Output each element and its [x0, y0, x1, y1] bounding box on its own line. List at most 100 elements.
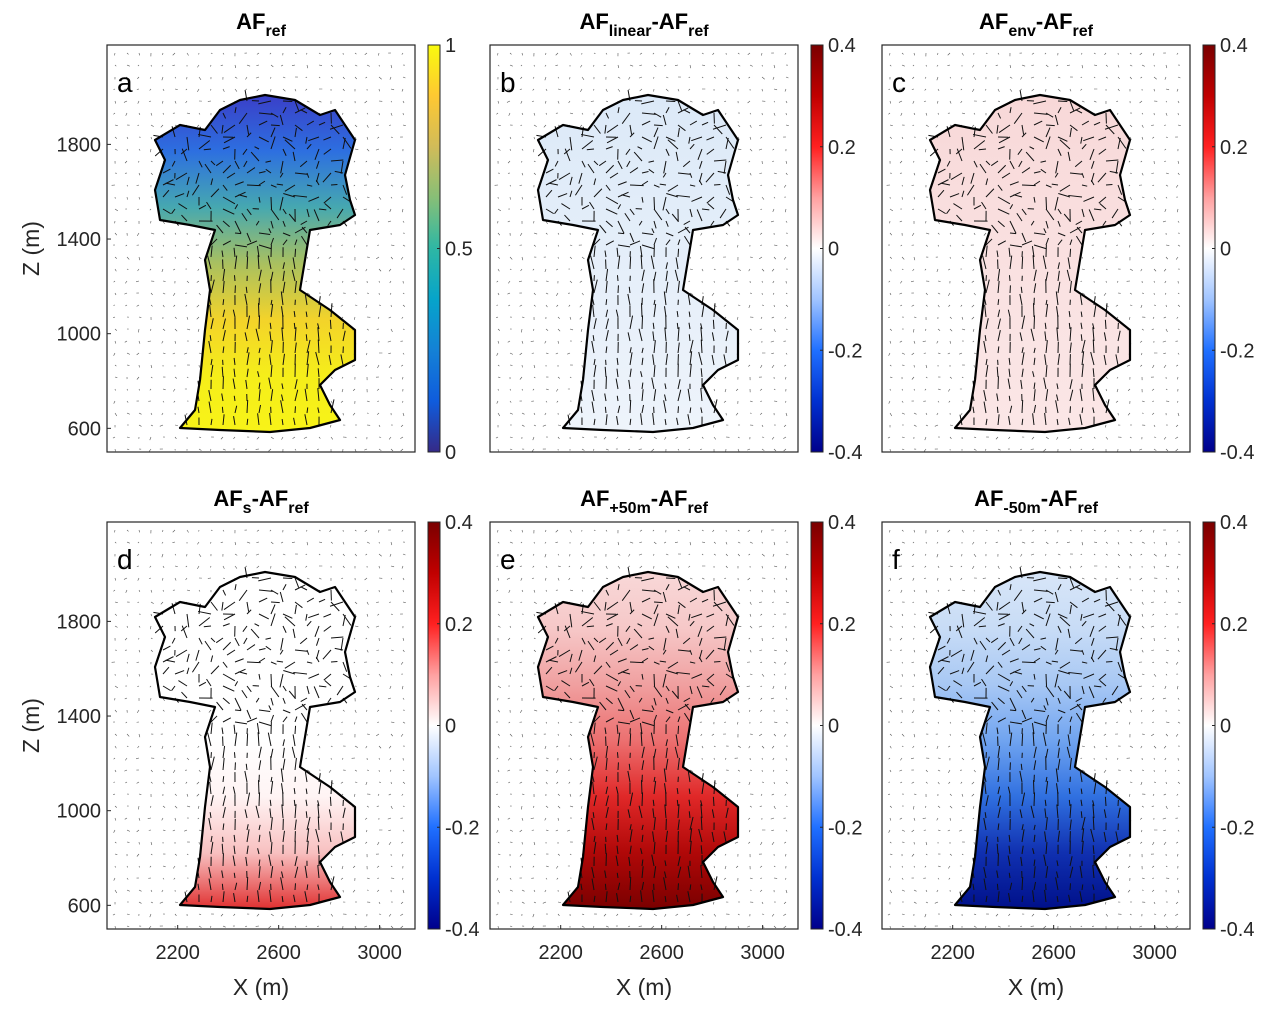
quiver-arrow	[617, 752, 618, 758]
colorbar-tick-label: -0.2	[828, 817, 862, 839]
quiver-arrow	[222, 884, 223, 890]
colorbar-tick-label: -0.4	[828, 919, 862, 941]
title-text: AF	[579, 9, 608, 34]
quiver-arrow	[630, 662, 644, 663]
colorbar-tick-label: -0.4	[828, 442, 862, 464]
quiver-arrow	[1058, 101, 1067, 102]
panel-title: AFs-AFref	[213, 486, 309, 517]
quiver-arrow	[1022, 185, 1036, 186]
quiver-arrow	[1022, 877, 1023, 890]
quiver-arrow	[677, 800, 678, 806]
quiver-arrow	[618, 233, 624, 234]
title-subscript: s	[243, 500, 252, 517]
x-tick-label: 2600	[639, 942, 684, 964]
quiver-arrow	[998, 299, 999, 305]
colorbar-tick-label: 0.2	[828, 137, 856, 159]
quiver-arrow	[642, 315, 643, 329]
y-tick-label: 1000	[57, 324, 102, 346]
quiver-arrow	[294, 800, 295, 806]
quiver-arrow	[1034, 315, 1035, 329]
colorbar-tick-label: 0.2	[445, 614, 473, 636]
title-text: -AF	[252, 486, 289, 511]
panel-title: AFref	[236, 9, 286, 40]
quiver-arrow	[713, 797, 714, 806]
colorbar-tick-label: -0.2	[445, 817, 479, 839]
y-tick-label: 1800	[57, 611, 102, 633]
quiver-arrow	[630, 400, 631, 413]
quiver-arrow	[642, 792, 643, 806]
quiver-arrow	[654, 197, 655, 209]
quiver-arrow	[247, 257, 248, 269]
quiver-arrow	[1058, 578, 1067, 579]
quiver-arrow	[997, 884, 998, 890]
colorbar-tick-label: 0	[445, 716, 456, 738]
quiver-arrow	[1105, 320, 1106, 329]
title-subscript: ref	[688, 23, 709, 40]
colorbar-tick-label: -0.4	[445, 919, 479, 941]
panel-title: AFlinear-AFref	[579, 9, 709, 40]
quiver-arrow	[1033, 303, 1034, 317]
x-tick-label: 2600	[256, 942, 301, 964]
y-tick-label: 1400	[57, 706, 102, 728]
title-text: -AF	[1036, 9, 1073, 34]
quiver-arrow	[654, 602, 663, 603]
colorbar-tick-label: 0.2	[828, 614, 856, 636]
quiver-arrow	[630, 734, 631, 746]
y-tick-label: 1800	[57, 134, 102, 156]
quiver-arrow	[654, 674, 655, 686]
quiver-arrow	[247, 877, 248, 890]
colorbar-tick-label: 0.4	[1220, 35, 1248, 57]
quiver-arrow	[1022, 662, 1036, 663]
y-axis-label: Z (m)	[18, 221, 44, 276]
quiver-arrow	[271, 125, 280, 126]
quiver-arrow	[259, 315, 260, 329]
quiver-arrow	[1069, 800, 1070, 806]
x-axis-label: X (m)	[616, 974, 672, 1000]
quiver-arrow	[1010, 233, 1016, 234]
quiver-arrow	[271, 602, 280, 603]
quiver-arrow	[235, 233, 241, 234]
quiver-arrow	[1046, 602, 1055, 603]
quiver-arrow	[258, 780, 259, 794]
quiver-arrow	[247, 185, 261, 186]
quiver-arrow	[259, 792, 260, 806]
x-tick-label: 2200	[538, 942, 583, 964]
colorbar-tick-label: 1	[445, 35, 456, 57]
title-subscript: env	[1008, 23, 1036, 40]
quiver-arrow	[1033, 780, 1034, 794]
quiver-arrow	[234, 752, 235, 758]
y-tick-label: 600	[68, 418, 101, 440]
colorbar-tick-label: 0.4	[828, 35, 856, 57]
title-text: AF	[580, 486, 609, 511]
quiver-arrow	[1070, 726, 1071, 734]
quiver-arrow	[247, 734, 248, 746]
quiver-arrow	[1046, 125, 1055, 126]
quiver-arrow	[666, 578, 675, 579]
quiver-arrow	[1069, 323, 1070, 329]
quiver-arrow	[271, 674, 272, 686]
quiver-arrow	[295, 249, 296, 257]
quiver-arrow	[605, 884, 606, 890]
x-tick-label: 3000	[357, 942, 402, 964]
quiver-arrow	[235, 710, 241, 711]
y-axis-label: Z (m)	[18, 698, 44, 753]
quiver-arrow	[677, 323, 678, 329]
quiver-arrow	[630, 257, 631, 269]
colorbar-tick-label: -0.4	[1220, 442, 1254, 464]
quiver-arrow	[258, 303, 259, 317]
panel-letter: c	[892, 67, 906, 98]
title-subscript: ref	[265, 23, 286, 40]
title-text: -AF	[651, 486, 688, 511]
quiver-arrow	[654, 125, 663, 126]
title-text: AF	[979, 9, 1008, 34]
quiver-arrow	[641, 303, 642, 317]
quiver-arrow	[1034, 792, 1035, 806]
quiver-arrow	[678, 249, 679, 257]
quiver-arrow	[271, 197, 272, 209]
colorbar-tick-label: 0.5	[445, 239, 473, 261]
title-subscript: ref	[687, 500, 708, 517]
